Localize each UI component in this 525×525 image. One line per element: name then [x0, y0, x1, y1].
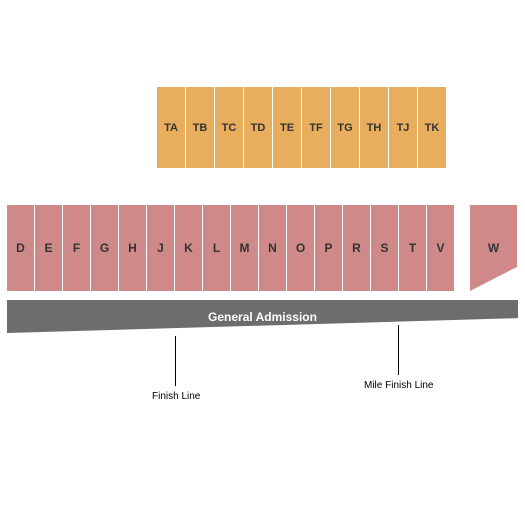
upper-section-label: TH	[367, 122, 382, 134]
lower-section-label: E	[44, 241, 52, 255]
section-w[interactable]: W	[470, 205, 517, 291]
lower-section-row: DEFGHJKLMNOPRSTV	[7, 205, 454, 291]
upper-section[interactable]: TH	[360, 87, 388, 168]
lower-section-label: R	[352, 241, 361, 255]
upper-section-label: TE	[280, 122, 294, 134]
lower-section[interactable]: D	[7, 205, 34, 291]
upper-section-label: TG	[337, 122, 352, 134]
upper-section-label: TJ	[397, 122, 410, 134]
section-w-label: W	[488, 241, 499, 255]
lower-section[interactable]: V	[427, 205, 454, 291]
lower-section-label: O	[296, 241, 305, 255]
lower-section[interactable]: O	[287, 205, 314, 291]
lower-section[interactable]: K	[175, 205, 202, 291]
upper-section[interactable]: TG	[331, 87, 359, 168]
lower-section-label: N	[268, 241, 277, 255]
upper-section-label: TC	[222, 122, 237, 134]
lower-section[interactable]: T	[399, 205, 426, 291]
lower-section[interactable]: J	[147, 205, 174, 291]
lower-section-label: M	[240, 241, 250, 255]
upper-section-label: TF	[309, 122, 322, 134]
lower-section[interactable]: R	[343, 205, 370, 291]
lower-section-label: K	[184, 241, 193, 255]
upper-section[interactable]: TC	[215, 87, 243, 168]
lower-section-label: J	[157, 241, 164, 255]
upper-section-label: TB	[193, 122, 208, 134]
lower-section-label: T	[409, 241, 416, 255]
upper-section[interactable]: TK	[418, 87, 446, 168]
lower-section[interactable]: F	[63, 205, 90, 291]
lower-section-label: P	[324, 241, 332, 255]
lower-section-label: S	[380, 241, 388, 255]
general-admission[interactable]: General Admission	[7, 300, 518, 333]
upper-section[interactable]: TD	[244, 87, 272, 168]
marker-label: Mile Finish Line	[364, 380, 433, 391]
lower-section-label: H	[128, 241, 137, 255]
marker-line	[398, 325, 399, 375]
lower-section[interactable]: E	[35, 205, 62, 291]
lower-section-label: F	[73, 241, 80, 255]
marker-label: Finish Line	[152, 391, 200, 402]
lower-section[interactable]: N	[259, 205, 286, 291]
upper-section-row: TA TB TC TD TE TF TG TH TJ TK	[157, 87, 446, 168]
lower-section[interactable]: G	[91, 205, 118, 291]
lower-section[interactable]: P	[315, 205, 342, 291]
upper-section-label: TD	[251, 122, 266, 134]
marker-line	[175, 336, 176, 386]
lower-section[interactable]: H	[119, 205, 146, 291]
lower-section[interactable]: M	[231, 205, 258, 291]
lower-section-label: G	[100, 241, 109, 255]
lower-section-label: V	[436, 241, 444, 255]
lower-section[interactable]: L	[203, 205, 230, 291]
lower-section[interactable]: S	[371, 205, 398, 291]
seating-chart: TATBTCTDTETFTGTHTJTK DEFGHJKLMNOPRSTV W …	[0, 0, 525, 525]
upper-section[interactable]: TA	[157, 87, 185, 168]
lower-section-label: L	[213, 241, 220, 255]
lower-section-label: D	[16, 241, 25, 255]
upper-section[interactable]: TF	[302, 87, 330, 168]
upper-section[interactable]: TE	[273, 87, 301, 168]
upper-section[interactable]: TB	[186, 87, 214, 168]
upper-section-label: TA	[164, 122, 178, 134]
upper-section-label: TK	[425, 122, 440, 134]
general-admission-label: General Admission	[208, 310, 317, 324]
upper-section[interactable]: TJ	[389, 87, 417, 168]
